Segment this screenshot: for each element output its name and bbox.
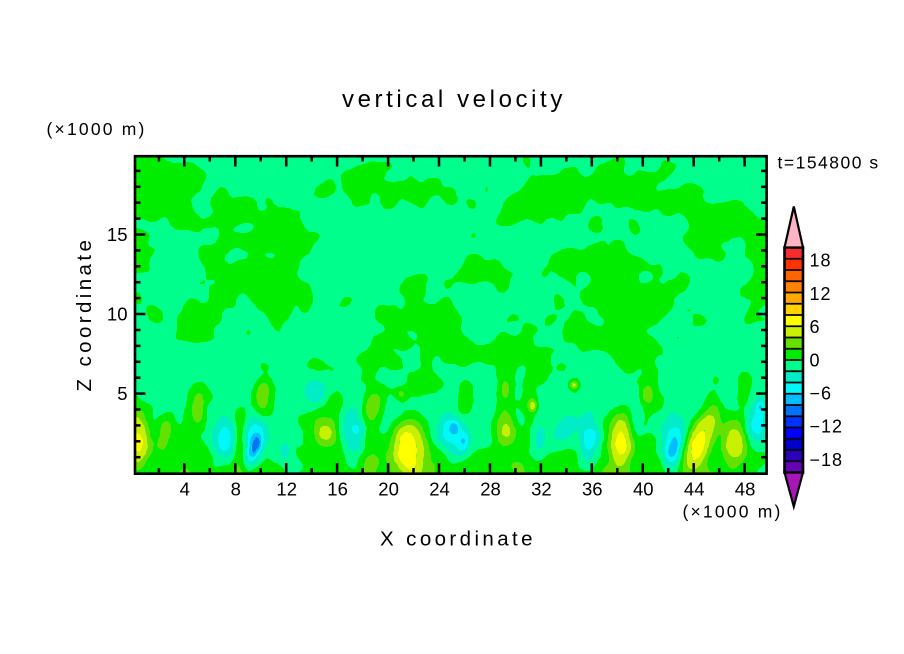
svg-text:(×1000 m): (×1000 m) [682,502,782,522]
svg-text:vertical velocity: vertical velocity [342,86,566,113]
svg-text:−18: −18 [810,450,844,470]
svg-text:16: 16 [327,479,348,500]
svg-text:40: 40 [633,479,654,500]
svg-text:(×1000 m): (×1000 m) [47,119,147,139]
svg-text:15: 15 [107,224,128,245]
svg-text:32: 32 [531,479,552,500]
svg-text:44: 44 [684,479,705,500]
svg-text:X coordinate: X coordinate [380,528,536,551]
svg-text:8: 8 [231,479,241,500]
svg-text:24: 24 [429,479,450,500]
svg-text:5: 5 [117,383,127,404]
svg-text:28: 28 [480,479,501,500]
svg-text:−12: −12 [810,417,844,437]
svg-text:4: 4 [180,479,190,500]
svg-text:10: 10 [107,304,128,325]
svg-text:−6: −6 [810,384,833,404]
svg-text:20: 20 [378,479,399,500]
svg-text:t=154800 s: t=154800 s [778,153,880,173]
svg-text:18: 18 [810,251,832,271]
svg-text:Z coordinate: Z coordinate [73,237,96,392]
svg-text:48: 48 [735,479,756,500]
svg-text:0: 0 [810,350,821,370]
svg-text:6: 6 [810,317,821,337]
svg-text:12: 12 [810,284,832,304]
svg-text:36: 36 [582,479,603,500]
svg-text:12: 12 [276,479,297,500]
